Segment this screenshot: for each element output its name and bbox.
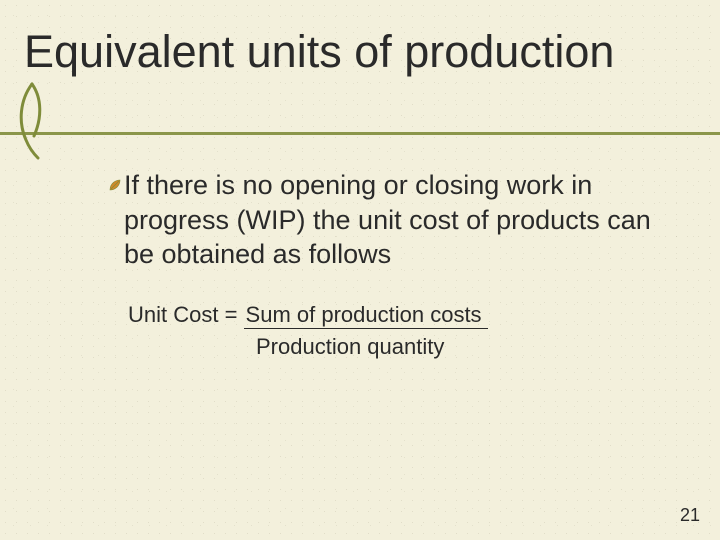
body-area: If there is no opening or closing work i…: [108, 168, 680, 272]
formula-numerator: Sum of production costs: [244, 302, 488, 329]
bullet-item: If there is no opening or closing work i…: [108, 168, 680, 272]
page-number: 21: [680, 505, 700, 526]
slide: Equivalent units of production If there …: [0, 0, 720, 540]
title-underline: [0, 132, 720, 135]
leaf-bullet-icon: [108, 178, 122, 197]
bullet-text: If there is no opening or closing work i…: [124, 168, 680, 272]
slide-title: Equivalent units of production: [24, 28, 696, 75]
leaf-icon: [12, 82, 48, 160]
formula-lhs: Unit Cost =: [128, 302, 244, 327]
formula-denominator: Production quantity: [128, 332, 680, 362]
formula: Unit Cost = Sum of production costs Prod…: [128, 300, 680, 361]
formula-top-row: Unit Cost = Sum of production costs: [128, 300, 680, 330]
